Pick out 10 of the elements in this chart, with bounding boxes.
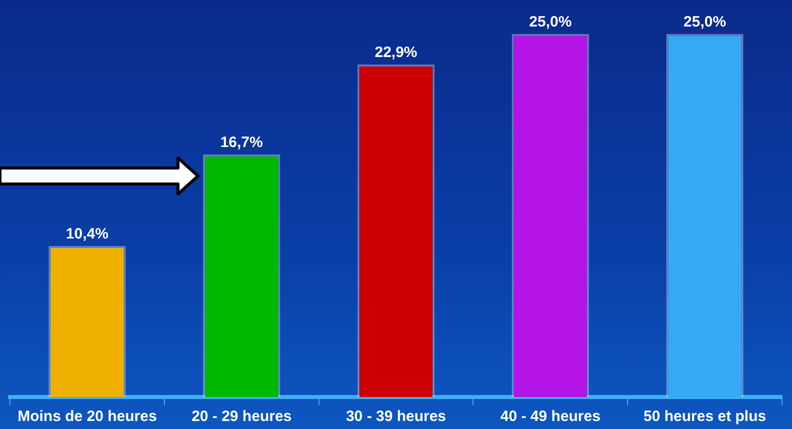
data-label: 25,0% <box>529 14 572 31</box>
data-label: 25,0% <box>684 14 726 31</box>
x-tick-label: 30 - 39 heures <box>346 408 446 426</box>
x-tick-label: Moins de 20 heures <box>18 408 157 426</box>
data-label: 16,7% <box>220 134 263 152</box>
x-tick-label: 50 heures et plus <box>644 408 766 426</box>
data-label: 10,4% <box>66 226 108 243</box>
x-tick-label: 20 - 29 heures <box>192 408 292 426</box>
x-tick-label: 40 - 49 heures <box>500 408 600 426</box>
data-label: 22,9% <box>374 44 418 62</box>
